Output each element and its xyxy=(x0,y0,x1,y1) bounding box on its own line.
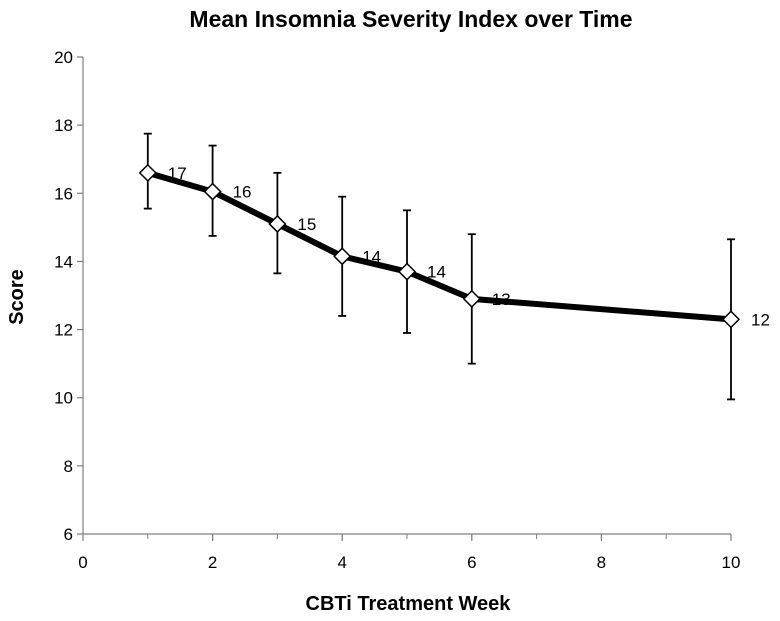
data-label: 17 xyxy=(168,164,187,183)
y-axis-label: Score xyxy=(6,269,28,325)
markers xyxy=(138,163,741,329)
data-point-marker xyxy=(138,163,157,182)
data-point-marker xyxy=(203,182,222,201)
y-tick-label: 16 xyxy=(54,184,73,203)
chart-title: Mean Insomnia Severity Index over Time xyxy=(189,6,632,32)
axes: 6 8 10 12 14 16 18 20 0 2 4 6 8 10 xyxy=(54,48,740,572)
y-tick-label: 12 xyxy=(54,321,73,340)
x-tick-label: 2 xyxy=(208,553,217,572)
data-point-marker xyxy=(268,214,287,234)
data-label: 13 xyxy=(492,290,511,309)
data-label: 12 xyxy=(751,310,770,329)
data-point-marker xyxy=(462,289,481,308)
x-tick-label: 4 xyxy=(337,553,346,572)
y-tick-label: 6 xyxy=(64,525,73,544)
data-label: 15 xyxy=(297,215,316,234)
data-label: 14 xyxy=(362,247,381,266)
x-tick-label: 6 xyxy=(467,553,476,572)
x-tick-label: 8 xyxy=(597,553,606,572)
y-tick-label: 8 xyxy=(64,457,73,476)
data-labels: 17 16 15 14 14 13 12 xyxy=(168,164,770,330)
data-point-marker xyxy=(397,262,417,281)
x-tick-label: 0 xyxy=(78,553,87,572)
data-label: 14 xyxy=(427,263,446,282)
data-point-marker xyxy=(721,310,741,329)
y-tick-label: 18 xyxy=(54,116,73,135)
data-label: 16 xyxy=(233,183,252,202)
y-tick-label: 20 xyxy=(54,48,73,67)
y-tick-label: 14 xyxy=(54,252,73,271)
x-axis-label: CBTi Treatment Week xyxy=(306,593,512,615)
data-point-marker xyxy=(333,247,352,266)
x-tick-label: 10 xyxy=(722,553,741,572)
y-tick-label: 10 xyxy=(54,389,73,408)
